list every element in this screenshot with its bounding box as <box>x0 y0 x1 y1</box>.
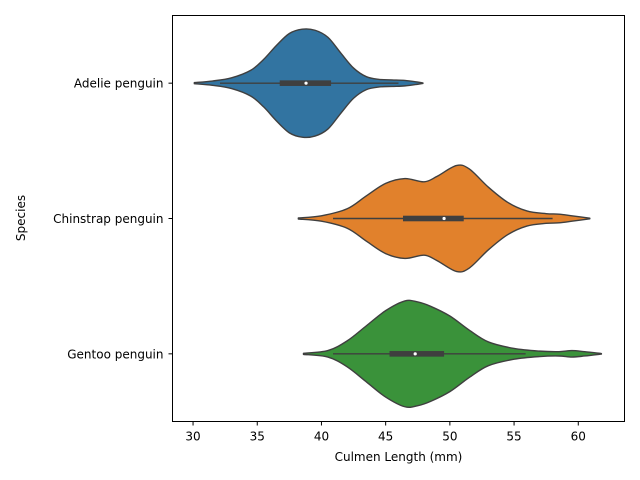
y-axis: Adelie penguin Chinstrap penguin Gentoo pe… <box>53 77 173 361</box>
x-axis: 30 35 40 45 50 55 60 <box>185 421 586 444</box>
y-tick-label-gentoo-penguin: Gentoo penguin <box>67 347 163 361</box>
y-axis-label: Species <box>14 195 28 241</box>
iqr-box-chinstrap-penguin <box>402 215 464 222</box>
x-tick-label-40: 40 <box>314 430 329 444</box>
x-axis-label: Culmen Length (mm) <box>335 450 463 464</box>
x-tick-label-30: 30 <box>185 430 200 444</box>
x-tick-label-35: 35 <box>250 430 265 444</box>
y-tick-label-chinstrap-penguin: Chinstrap penguin <box>53 212 163 226</box>
x-tick-label-50: 50 <box>442 430 457 444</box>
median-dot-chinstrap-penguin <box>442 216 446 221</box>
iqr-box-gentoo-penguin <box>389 351 445 357</box>
x-tick-label-55: 55 <box>506 430 521 444</box>
median-dot-adelie-penguin <box>304 81 308 85</box>
violins-layer <box>193 28 603 409</box>
median-dot-gentoo-penguin <box>413 352 417 356</box>
x-tick-label-60: 60 <box>571 430 586 444</box>
x-tick-label-45: 45 <box>378 430 393 444</box>
y-tick-label-adelie-penguin: Adelie penguin <box>74 77 164 91</box>
